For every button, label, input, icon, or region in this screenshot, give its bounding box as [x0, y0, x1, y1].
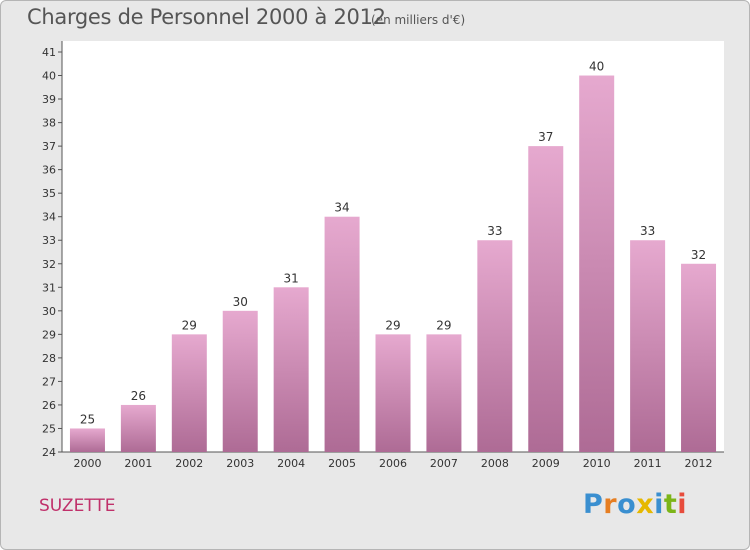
- bars-group: 25 26 29 30 31 34 29 29 33 37 40 33 32: [69, 60, 717, 452]
- commune-name: SUZETTE: [39, 496, 116, 516]
- data-label-2005: 34: [334, 201, 349, 215]
- y-tick-label: 26: [42, 399, 56, 412]
- y-tick-label: 34: [42, 211, 56, 224]
- x-tick-label: 2002: [175, 457, 203, 470]
- y-tick-label: 33: [42, 234, 56, 247]
- logo-letter: t: [663, 489, 678, 520]
- bar-2003: [222, 310, 258, 452]
- proxiti-logo: Proxiti: [583, 489, 687, 520]
- x-tick-label: 2012: [685, 457, 713, 470]
- y-tick-label: 39: [42, 93, 56, 106]
- bar-2002: [171, 334, 207, 452]
- bar-2004: [273, 287, 309, 452]
- x-tick-label: 2011: [634, 457, 662, 470]
- logo-letter: i: [654, 489, 664, 520]
- chart-title: Charges de Personnel 2000 à 2012: [27, 5, 386, 29]
- bar-2000: [69, 428, 105, 452]
- data-label-2011: 33: [640, 224, 655, 238]
- y-tick-label: 25: [42, 422, 56, 435]
- logo-letter: x: [636, 489, 655, 520]
- y-tick-label: 24: [42, 446, 56, 459]
- data-label-2003: 30: [233, 295, 248, 309]
- data-label-2004: 31: [284, 271, 299, 285]
- y-tick-label: 31: [42, 281, 56, 294]
- x-tick-label: 2005: [328, 457, 356, 470]
- logo-letter: i: [677, 489, 688, 520]
- bar-2005: [324, 216, 360, 452]
- y-tick-label: 27: [42, 375, 56, 388]
- y-tick-label: 29: [42, 328, 56, 341]
- bar-2008: [477, 240, 513, 452]
- x-tick-label: 2001: [124, 457, 152, 470]
- logo-letter: P: [583, 489, 604, 520]
- data-label-2001: 26: [131, 389, 146, 403]
- data-label-2006: 29: [385, 318, 400, 332]
- logo-letter: r: [603, 489, 618, 520]
- bar-2012: [681, 263, 717, 452]
- data-label-2007: 29: [436, 318, 451, 332]
- x-axis-ticks: 2000 2001 2002 2003 2004 2005 2006 2007 2008 2009…: [73, 457, 712, 470]
- y-axis-ticks: 24 25 26 27 28 29 30 31 32 33 34 35 36 37 38 39 40 41: [42, 46, 62, 459]
- y-tick-label: 38: [42, 117, 56, 130]
- data-label-2012: 32: [691, 248, 706, 262]
- y-tick-label: 37: [42, 140, 56, 153]
- bar-2001: [120, 404, 156, 452]
- bar-2006: [375, 334, 411, 452]
- x-tick-label: 2007: [430, 457, 458, 470]
- logo-letter: o: [617, 489, 637, 520]
- y-tick-label: 30: [42, 305, 56, 318]
- chart-subtitle: (en milliers d'€): [371, 13, 466, 27]
- bar-2009: [528, 146, 564, 452]
- y-tick-label: 36: [42, 164, 56, 177]
- x-tick-label: 2000: [73, 457, 101, 470]
- bar-2011: [630, 240, 666, 452]
- data-label-2009: 37: [538, 130, 553, 144]
- data-label-2008: 33: [487, 224, 502, 238]
- x-tick-label: 2008: [481, 457, 509, 470]
- bar-2007: [426, 334, 462, 452]
- y-tick-label: 40: [42, 70, 56, 83]
- x-tick-label: 2006: [379, 457, 407, 470]
- y-tick-label: 28: [42, 352, 56, 365]
- x-tick-label: 2004: [277, 457, 305, 470]
- data-label-2000: 25: [80, 412, 95, 426]
- x-tick-label: 2003: [226, 457, 254, 470]
- y-tick-label: 35: [42, 187, 56, 200]
- x-tick-label: 2010: [583, 457, 611, 470]
- y-tick-label: 32: [42, 258, 56, 271]
- data-label-2002: 29: [182, 318, 197, 332]
- bar-2010: [579, 75, 615, 452]
- y-tick-label: 41: [42, 46, 56, 59]
- data-label-2010: 40: [589, 60, 604, 74]
- x-tick-label: 2009: [532, 457, 560, 470]
